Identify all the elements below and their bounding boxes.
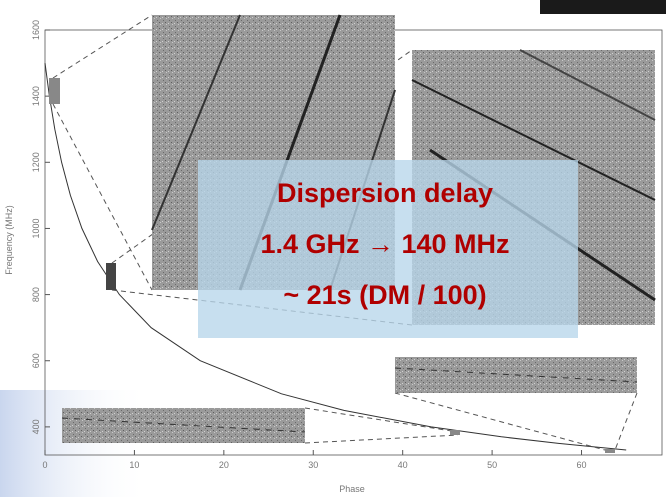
annotation: Dispersion delay [277,178,493,208]
y-tick-label: 1200 [31,152,41,172]
slide: 0 10 20 30 40 50 60 400 600 800 1000 1200 1400 1600 D… [0,0,666,497]
y-tick-label: 400 [31,419,41,434]
y-tick-label: 1400 [31,86,41,106]
slide-decoration [0,390,150,497]
y-tick-label: 600 [31,353,41,368]
y-tick-label: 800 [31,287,41,302]
annotation: ~ 21s (DM / 100) [283,280,486,310]
x-tick-label: 50 [487,460,497,470]
annotation: 1.4 GHz → 140 MHz [260,229,509,259]
x-tick-label: 60 [577,460,587,470]
y-axis-label: Frequency (MHz) [4,205,14,275]
x-tick-label: 0 [42,460,47,470]
x-tick-label: 10 [129,460,139,470]
y-tick-label: 1600 [31,20,41,40]
x-axis-label: Phase [339,484,365,494]
x-tick-label: 20 [219,460,229,470]
x-tick-label: 40 [398,460,408,470]
x-tick-label: 30 [308,460,318,470]
y-tick-label: 1000 [31,218,41,238]
slide-decoration [540,0,666,14]
